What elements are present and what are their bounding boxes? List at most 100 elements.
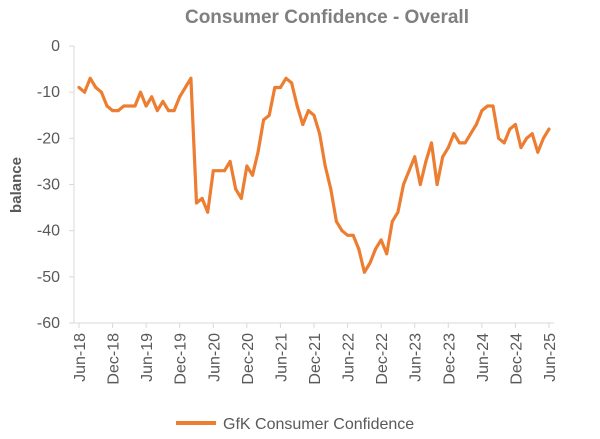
data-point [195, 201, 198, 205]
data-point [374, 247, 377, 251]
y-axis: 0 -10 -20 -30 -40 -50 -60 [37, 38, 75, 332]
data-point [88, 76, 92, 80]
x-tick-label: Jun-19 [139, 333, 156, 382]
data-point [200, 196, 204, 200]
data-point [273, 86, 277, 89]
data-point [301, 123, 305, 126]
data-point [474, 123, 478, 126]
data-point [435, 183, 439, 186]
data-point [256, 150, 260, 154]
data-point [251, 173, 254, 177]
data-point [183, 86, 187, 89]
data-point [508, 127, 512, 131]
data-point [340, 229, 344, 233]
data-point [452, 132, 456, 136]
data-point [267, 113, 271, 117]
data-point [172, 109, 176, 113]
data-point [161, 99, 165, 103]
x-tick-label: Dec-23 [441, 333, 458, 385]
x-tick-label: Jun-20 [206, 333, 223, 382]
data-point [189, 76, 193, 80]
data-point [223, 169, 226, 173]
y-tick-label: -20 [37, 130, 60, 147]
legend: GfK Consumer Confidence [176, 416, 414, 433]
data-point [284, 76, 288, 80]
data-point [329, 187, 333, 191]
data-point [144, 104, 148, 108]
y-tick-label: -60 [37, 315, 60, 332]
x-tick-label: Jun-25 [542, 333, 559, 382]
data-point [525, 136, 529, 140]
x-tick-label: Jun-24 [475, 333, 492, 382]
data-point [430, 141, 433, 145]
data-point [379, 238, 383, 242]
chart-title: Consumer Confidence - Overall [185, 7, 469, 28]
series-layer [77, 76, 551, 274]
data-point [122, 104, 126, 108]
data-point [396, 210, 400, 214]
data-point [99, 90, 103, 94]
data-point [295, 104, 299, 108]
x-tick-label: Jun-22 [341, 333, 358, 382]
data-point [94, 86, 98, 89]
data-point [234, 187, 238, 191]
data-point [105, 104, 109, 108]
data-point [519, 146, 523, 150]
data-point [469, 132, 473, 136]
x-tick-label: Dec-22 [374, 333, 391, 385]
data-point [217, 169, 221, 173]
data-point [407, 169, 411, 173]
x-tick-label: Jun-18 [72, 333, 89, 382]
data-point [402, 183, 405, 186]
data-point [502, 141, 506, 145]
data-point [463, 141, 467, 145]
data-point [362, 270, 366, 274]
x-tick-label: Jun-23 [408, 333, 425, 382]
data-point [127, 104, 131, 108]
data-point [351, 233, 355, 237]
data-point [206, 210, 210, 214]
data-point [424, 159, 428, 163]
data-point [536, 150, 540, 154]
data-point [323, 164, 327, 168]
data-point [133, 104, 137, 108]
x-axis: Jun-18 Dec-18 Jun-19 Dec-19 Jun-20 Dec-20 Jun-… [72, 322, 559, 385]
data-point [318, 132, 322, 136]
data-point [513, 123, 517, 126]
series-line-0 [77, 76, 551, 274]
y-tick-label: -50 [37, 269, 60, 286]
x-tick-label: Dec-19 [173, 333, 190, 385]
data-point [441, 155, 445, 159]
data-point [530, 132, 534, 136]
data-point [77, 86, 81, 89]
x-tick-label: Dec-18 [106, 333, 123, 385]
data-point [116, 109, 120, 113]
y-tick-label: 0 [51, 38, 60, 55]
data-point [290, 81, 294, 85]
x-tick-label: Dec-24 [508, 333, 525, 385]
x-tick-label: Dec-21 [307, 333, 324, 385]
x-tick-label: Dec-20 [240, 333, 257, 385]
data-point [262, 118, 266, 122]
data-point [139, 90, 142, 94]
data-point [111, 109, 115, 113]
data-point [155, 109, 159, 113]
data-point [83, 90, 87, 94]
data-point [368, 261, 372, 265]
y-tick-label: -10 [37, 84, 60, 101]
data-point [211, 169, 215, 173]
y-tick-label: -30 [37, 177, 60, 194]
data-point [334, 219, 338, 223]
data-point [491, 104, 495, 108]
data-point [228, 159, 232, 163]
data-point [547, 127, 551, 131]
legend-label: GfK Consumer Confidence [223, 416, 414, 433]
data-point [245, 164, 249, 168]
data-point [239, 196, 243, 200]
data-point [541, 136, 545, 140]
data-point [346, 233, 350, 237]
data-point [480, 109, 484, 113]
data-point [413, 155, 417, 159]
data-point [167, 109, 170, 113]
